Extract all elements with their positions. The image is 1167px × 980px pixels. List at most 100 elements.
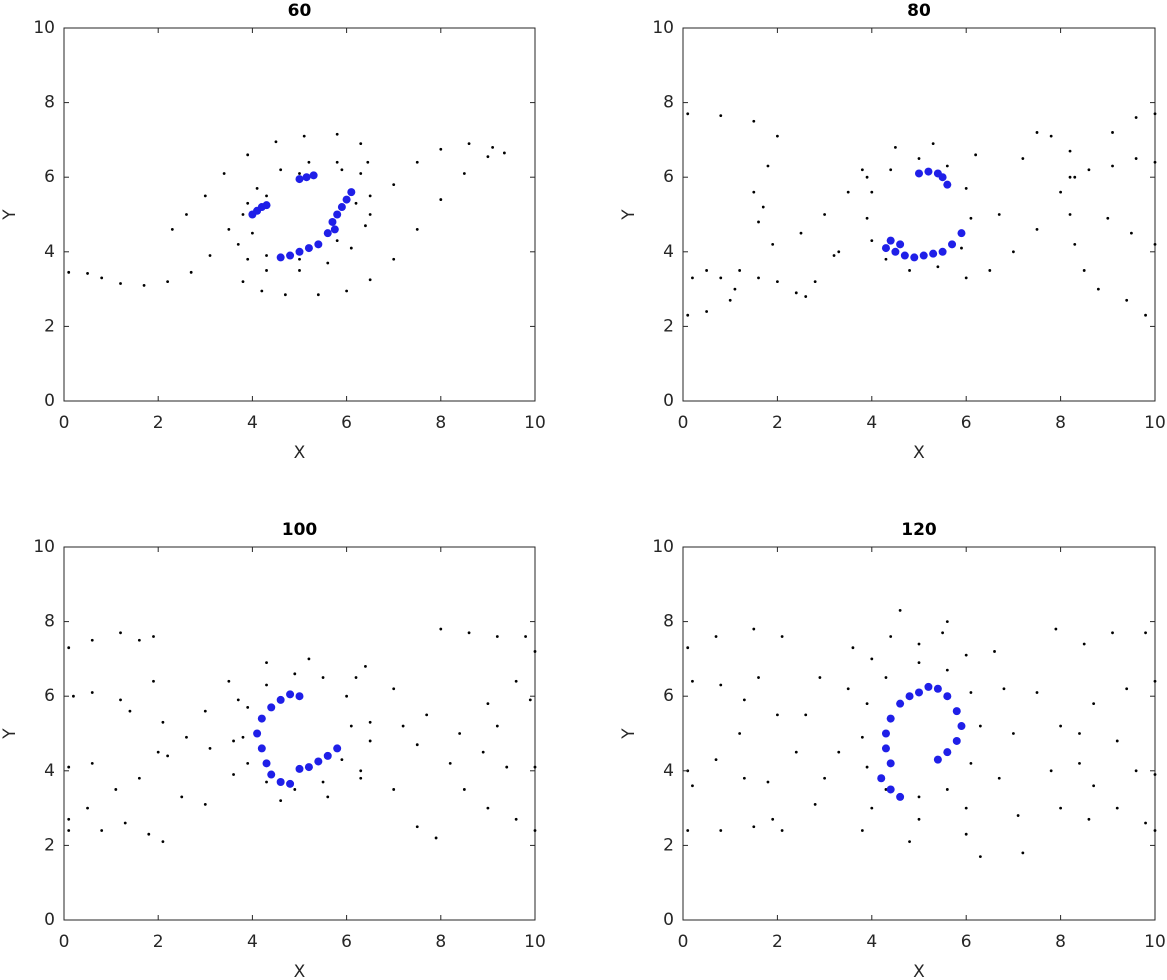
point [286,779,295,788]
x-tick-label: 10 [524,413,546,433]
point [276,695,285,704]
point [969,216,973,220]
point [119,282,122,285]
y-tick-label: 4 [44,242,55,262]
point [884,676,888,679]
point [1115,739,1119,743]
point [90,761,94,765]
y-axis-label: Y [0,209,20,221]
point [246,201,250,205]
point [330,225,339,234]
point [886,759,895,768]
y-tick-label: 6 [44,167,55,187]
point [180,795,184,799]
point [691,679,694,683]
point [886,236,895,245]
point [307,160,311,164]
point [255,186,259,190]
point [1012,250,1015,254]
point [333,744,342,753]
x-tick-label: 10 [1144,932,1166,952]
point [1021,851,1025,855]
point [265,269,268,272]
plot-area [63,27,536,402]
point [924,167,933,176]
point [1082,269,1086,272]
point [152,679,155,683]
point [265,661,268,665]
point [742,776,746,780]
point [870,239,874,243]
point [528,698,532,702]
point [1049,769,1053,773]
point [335,239,339,243]
point [533,765,537,769]
point [952,736,961,745]
point [458,732,462,735]
point [884,257,888,261]
point [1125,298,1129,302]
plot-area [682,27,1156,402]
point [1134,769,1138,773]
y-tick-label: 4 [44,761,55,781]
point [481,750,485,754]
point [1153,773,1157,776]
point [1144,631,1147,635]
point [870,657,874,661]
x-axis-label: X [913,443,925,463]
point [166,754,170,758]
point [425,713,429,717]
point [846,190,850,194]
point [870,190,874,194]
point [1068,213,1072,216]
point [467,631,471,635]
point [1111,131,1114,134]
point [860,829,864,832]
point [837,750,841,754]
chart-title: 120 [901,520,937,540]
point [340,758,344,762]
point [267,770,276,779]
point [514,817,518,821]
y-tick-label: 6 [44,686,55,706]
point [776,713,779,717]
point [359,142,363,146]
point [137,776,141,780]
point [889,168,893,172]
point [345,289,348,293]
point [752,825,756,829]
point [1035,691,1039,694]
point [328,217,337,226]
point [335,132,339,136]
chart-title: 80 [907,1,931,21]
point [354,201,358,205]
point [719,829,723,832]
point [293,788,297,791]
point [1049,134,1053,138]
point [241,213,245,216]
y-tick-label: 8 [663,93,674,113]
point [894,145,897,149]
point [804,713,808,717]
point [919,251,928,260]
y-tick-label: 10 [652,537,674,557]
point [524,635,527,638]
point [533,829,537,832]
point [90,691,94,694]
point [189,270,193,274]
point [957,229,966,238]
x-tick-label: 8 [1055,413,1066,433]
point [1125,687,1129,691]
point [752,627,756,631]
point [952,707,961,716]
point [898,609,902,612]
point [368,739,372,743]
point [265,683,268,687]
point [837,250,841,254]
point [933,684,942,693]
x-tick-label: 10 [1144,413,1166,433]
point [349,246,353,250]
x-axis-label: X [913,962,925,980]
